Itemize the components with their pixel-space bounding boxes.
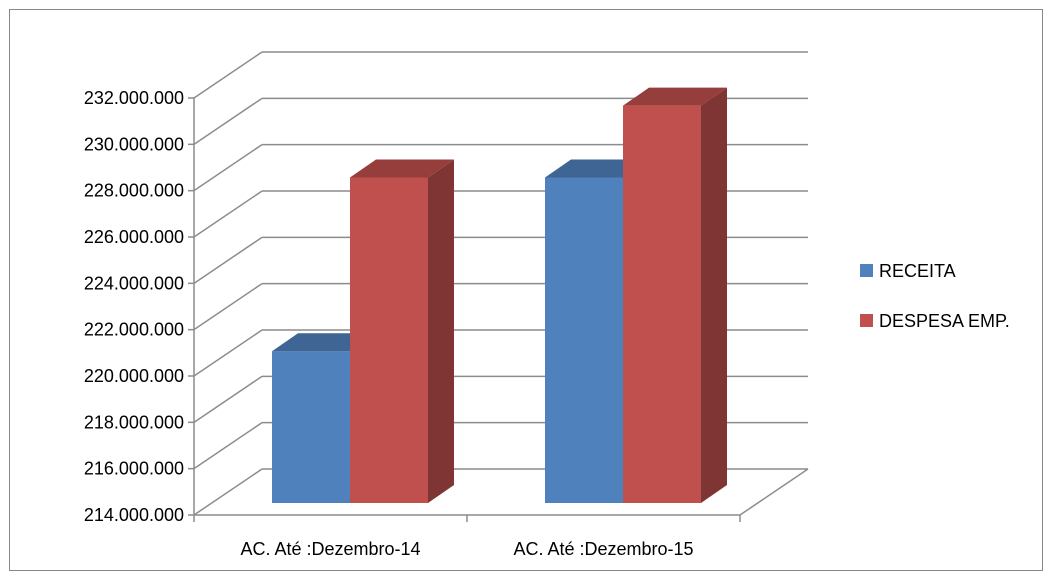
- bar-side-despesa: [428, 159, 454, 503]
- bar-top-despesa: [623, 87, 727, 106]
- bar-side-despesa: [701, 87, 727, 503]
- legend-swatch-receita: [860, 264, 873, 277]
- y-tick-label: 230.000.000: [84, 134, 184, 154]
- gridline-side: [193, 422, 263, 470]
- axis-lines: [188, 97, 809, 522]
- y-tick-label: 226.000.000: [84, 227, 184, 247]
- legend-label-despesa: DESPESA EMP.: [879, 311, 1010, 331]
- chart-area: [9, 9, 1043, 571]
- gridline-side: [193, 329, 263, 377]
- y-tick-label: 224.000.000: [84, 273, 184, 293]
- legend-label-receita: RECEITA: [879, 261, 956, 281]
- y-tick-label: 220.000.000: [84, 366, 184, 386]
- y-axis-tick-labels: 214.000.000 216.000.000 218.000.000 220.000…: [84, 88, 184, 525]
- y-tick-label: 222.000.000: [84, 320, 184, 340]
- bars: [272, 87, 727, 503]
- bar-top-despesa: [350, 159, 454, 178]
- bar-front-receita: [272, 351, 350, 503]
- x-tick-label: AC. Até :Dezembro-15: [513, 539, 693, 559]
- y-tick-label: 218.000.000: [84, 412, 184, 432]
- gridline-side: [193, 190, 263, 238]
- y-tick-label: 228.000.000: [84, 181, 184, 201]
- gridline-side: [193, 51, 263, 99]
- bar-front-despesa: [350, 177, 428, 503]
- bar-front-receita: [545, 177, 623, 503]
- x-axis-tick-labels: AC. Até :Dezembro-14 AC. Até :Dezembro-15: [240, 539, 693, 559]
- y-tick-label: 214.000.000: [84, 505, 184, 525]
- gridline-side: [193, 375, 263, 423]
- legend: RECEITA DESPESA EMP.: [860, 261, 1010, 331]
- gridline-side: [193, 144, 263, 192]
- gridline-side: [193, 283, 263, 331]
- gridline-side: [193, 236, 263, 284]
- bar-front-despesa: [623, 105, 701, 503]
- x-tick-label: AC. Até :Dezembro-14: [240, 539, 420, 559]
- gridline-side: [193, 468, 263, 516]
- legend-swatch-despesa: [860, 314, 873, 327]
- floor-right-edge: [739, 468, 809, 516]
- gridline-side: [193, 97, 263, 145]
- y-tick-label: 232.000.000: [84, 88, 184, 108]
- y-tick-label: 216.000.000: [84, 459, 184, 479]
